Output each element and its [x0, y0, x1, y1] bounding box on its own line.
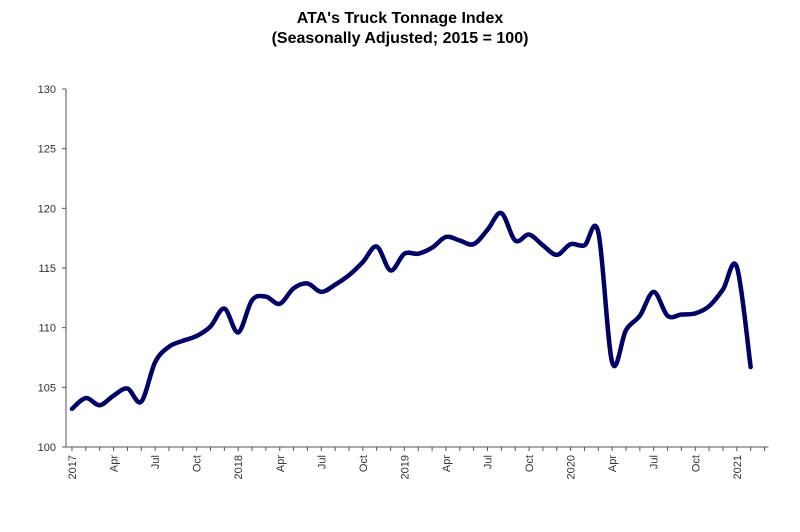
x-tick-label: Apr	[441, 455, 453, 472]
x-tick-label: Apr	[607, 455, 619, 472]
x-tick-label: Oct	[192, 455, 204, 472]
y-tick-label: 125	[38, 144, 56, 156]
x-tick-label: 2019	[399, 455, 411, 479]
x-tick-label: Jul	[649, 455, 661, 469]
y-tick-label: 115	[38, 263, 56, 275]
y-tick-label: 130	[38, 84, 56, 96]
y-tick-label: 100	[38, 442, 56, 454]
x-tick-label: Apr	[275, 455, 287, 472]
chart-subtitle: (Seasonally Adjusted; 2015 = 100)	[271, 30, 529, 47]
y-tick-label: 120	[38, 203, 56, 215]
x-tick-label: 2021	[732, 455, 744, 479]
x-tick-label: Oct	[358, 455, 370, 472]
y-tick-label: 105	[38, 382, 56, 394]
x-tick-label: Jul	[483, 455, 495, 469]
x-tick-label: 2017	[67, 455, 79, 479]
x-tick-label: Jul	[316, 455, 328, 469]
chart-title: ATA's Truck Tonnage Index	[296, 10, 504, 27]
x-tick-label: Jul	[150, 455, 162, 469]
x-tick-label: Oct	[524, 455, 536, 472]
x-tick-label: Oct	[690, 455, 702, 472]
x-tick-label: 2018	[233, 455, 245, 479]
y-tick-label: 110	[38, 323, 56, 335]
tonnage-index-line	[69, 210, 753, 412]
x-tick-label: 2020	[566, 455, 578, 479]
x-tick-label: Apr	[109, 455, 121, 472]
